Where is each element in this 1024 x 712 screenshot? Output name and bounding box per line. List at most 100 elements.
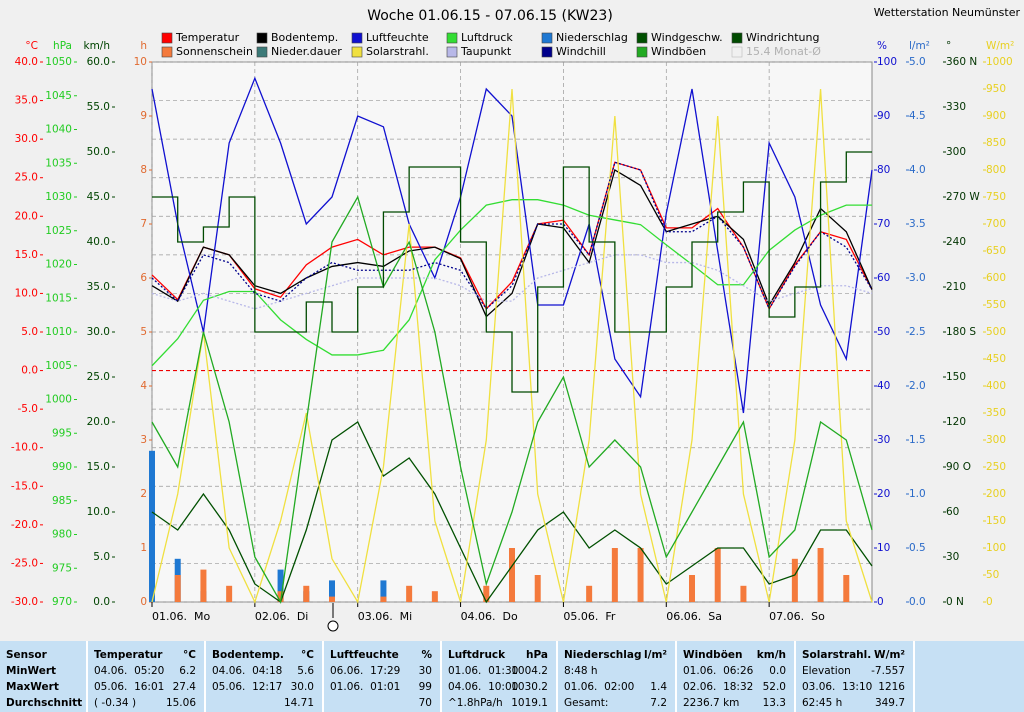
- y-tick-label: 0.0: [21, 365, 38, 377]
- y-tick-label: 4.5: [909, 110, 926, 122]
- table-column: Sensor MinWert MaxWert Durchschnitt: [0, 641, 88, 712]
- series-line: [151, 199, 872, 367]
- table-cell: Gesamt: 7.2: [564, 695, 667, 711]
- y-tick-label: -25.0: [11, 557, 38, 569]
- cell-value: 30.0: [290, 681, 314, 693]
- cell-value: 1019.1: [511, 697, 548, 709]
- header-unit: W/m²: [874, 649, 905, 661]
- legend-label: Luftdruck: [461, 31, 513, 44]
- row-label: MaxWert: [6, 681, 59, 693]
- x-tick-label: 02.06. Di: [255, 610, 309, 623]
- cell-text: 04.06. 05:20: [94, 665, 165, 677]
- header-cell: Temperatur °C: [94, 647, 196, 663]
- cell-text: 03.06. 13:10: [802, 681, 873, 693]
- y-tick-label: 330: [946, 101, 966, 113]
- bar: [380, 596, 387, 602]
- y-tick-label: 70: [877, 218, 890, 230]
- y-tick-label: 6: [140, 272, 147, 284]
- cell-text: Elevation: [802, 665, 851, 677]
- series-line: [151, 254, 873, 310]
- header-name: Sensor: [6, 649, 47, 661]
- table-column: Solarstrahl. W/m² Elevation -7.557 03.06. 13…: [796, 641, 915, 712]
- y-tick-label: 5.0: [93, 551, 110, 563]
- y-tick-label: -30.0: [11, 596, 38, 608]
- table-cell: MinWert: [6, 663, 78, 679]
- cell-text: 01.06. 06:26: [683, 665, 754, 677]
- series-line: [151, 161, 873, 311]
- legend-label: Windgeschw.: [651, 31, 723, 44]
- y-tick-label: 1005: [45, 360, 72, 372]
- y-tick-label: 3.5: [909, 218, 926, 230]
- legend-label: Temperatur: [175, 31, 240, 44]
- y-tick-label: 8: [140, 164, 147, 176]
- series-line: [151, 161, 873, 311]
- cell-value: 99: [418, 681, 432, 693]
- bar: [791, 558, 798, 602]
- header-name: Temperatur: [94, 649, 163, 661]
- table-cell: 06.06. 17:29 30: [330, 663, 432, 679]
- y-tick-label: 250: [986, 461, 1006, 473]
- header-unit: hPa: [526, 649, 548, 661]
- table-cell: 05.06. 16:01 27.4: [94, 679, 196, 695]
- bar: [740, 585, 747, 602]
- axis-unit: hPa: [53, 40, 72, 52]
- header-cell: Luftdruck hPa: [448, 647, 548, 663]
- header-cell: Solarstrahl. W/m²: [802, 647, 905, 663]
- cell-text: 04.06. 04:18: [212, 665, 283, 677]
- series-line: [151, 195, 873, 604]
- bar: [303, 585, 310, 602]
- y-tick-label: 700: [986, 218, 1006, 230]
- y-tick-label: 980: [52, 529, 72, 541]
- y-tick-label: 200: [986, 488, 1006, 500]
- y-tick-label: 1050: [45, 56, 72, 68]
- y-tick-label: 0 N: [946, 596, 964, 608]
- cell-value: 1030.2: [511, 681, 548, 693]
- cell-value: 27.4: [172, 681, 196, 693]
- y-tick-label: 0.5: [909, 542, 926, 554]
- header-cell: Luftfeuchte%: [330, 647, 432, 663]
- table-cell: 8:48 h: [564, 663, 667, 679]
- bar: [277, 591, 284, 602]
- y-tick-label: 30.0: [87, 326, 110, 338]
- y-tick-label: 9: [140, 110, 147, 122]
- y-tick-label: 10: [134, 56, 147, 68]
- bar: [380, 580, 387, 602]
- series-line: [151, 76, 873, 414]
- axis-unit: W/m²: [986, 40, 1014, 52]
- bar: [329, 580, 335, 602]
- y-tick-label: 25.0: [15, 172, 38, 184]
- y-tick-label: 150: [986, 515, 1006, 527]
- cell-value: 0.0: [769, 665, 786, 677]
- y-tick-label: 35.0: [15, 95, 38, 107]
- cell-value: 15.06: [165, 697, 196, 709]
- y-tick-label: 1: [140, 542, 147, 554]
- y-tick-label: 55.0: [87, 101, 110, 113]
- y-tick-label: 0.0: [93, 596, 110, 608]
- y-tick-label: 30.0: [15, 133, 38, 145]
- y-tick-label: 0: [140, 596, 147, 608]
- header-cell: Windböen km/h: [683, 647, 786, 663]
- header-unit: km/h: [756, 649, 786, 661]
- cell-text: 05.06. 16:01: [94, 681, 165, 693]
- y-tick-label: 995: [52, 427, 72, 439]
- legend-label: Taupunkt: [460, 45, 512, 58]
- bar: [714, 548, 721, 602]
- y-tick-label: 4.0: [909, 164, 926, 176]
- cell-value: 13.3: [762, 697, 786, 709]
- bar: [329, 596, 335, 602]
- cell-value: 30: [418, 665, 432, 677]
- y-tick-label: 650: [986, 245, 1006, 257]
- bar: [611, 548, 618, 602]
- cell-value: 70: [418, 697, 432, 709]
- cell-value: 1216: [878, 681, 905, 693]
- bar: [509, 548, 515, 602]
- y-tick-label: 40.0: [15, 56, 38, 68]
- cell-text: 01.06. 01:01: [330, 681, 401, 693]
- y-tick-label: 1.0: [909, 488, 926, 500]
- legend-swatch: [161, 46, 173, 58]
- cell-text: 04.06. 10:00: [448, 681, 519, 693]
- cell-value: -7.557: [871, 665, 905, 677]
- legend-label: 15.4 Monat-Ø: [746, 45, 821, 58]
- table-cell: Durchschnitt: [6, 695, 82, 711]
- y-tick-label: 240: [946, 236, 966, 248]
